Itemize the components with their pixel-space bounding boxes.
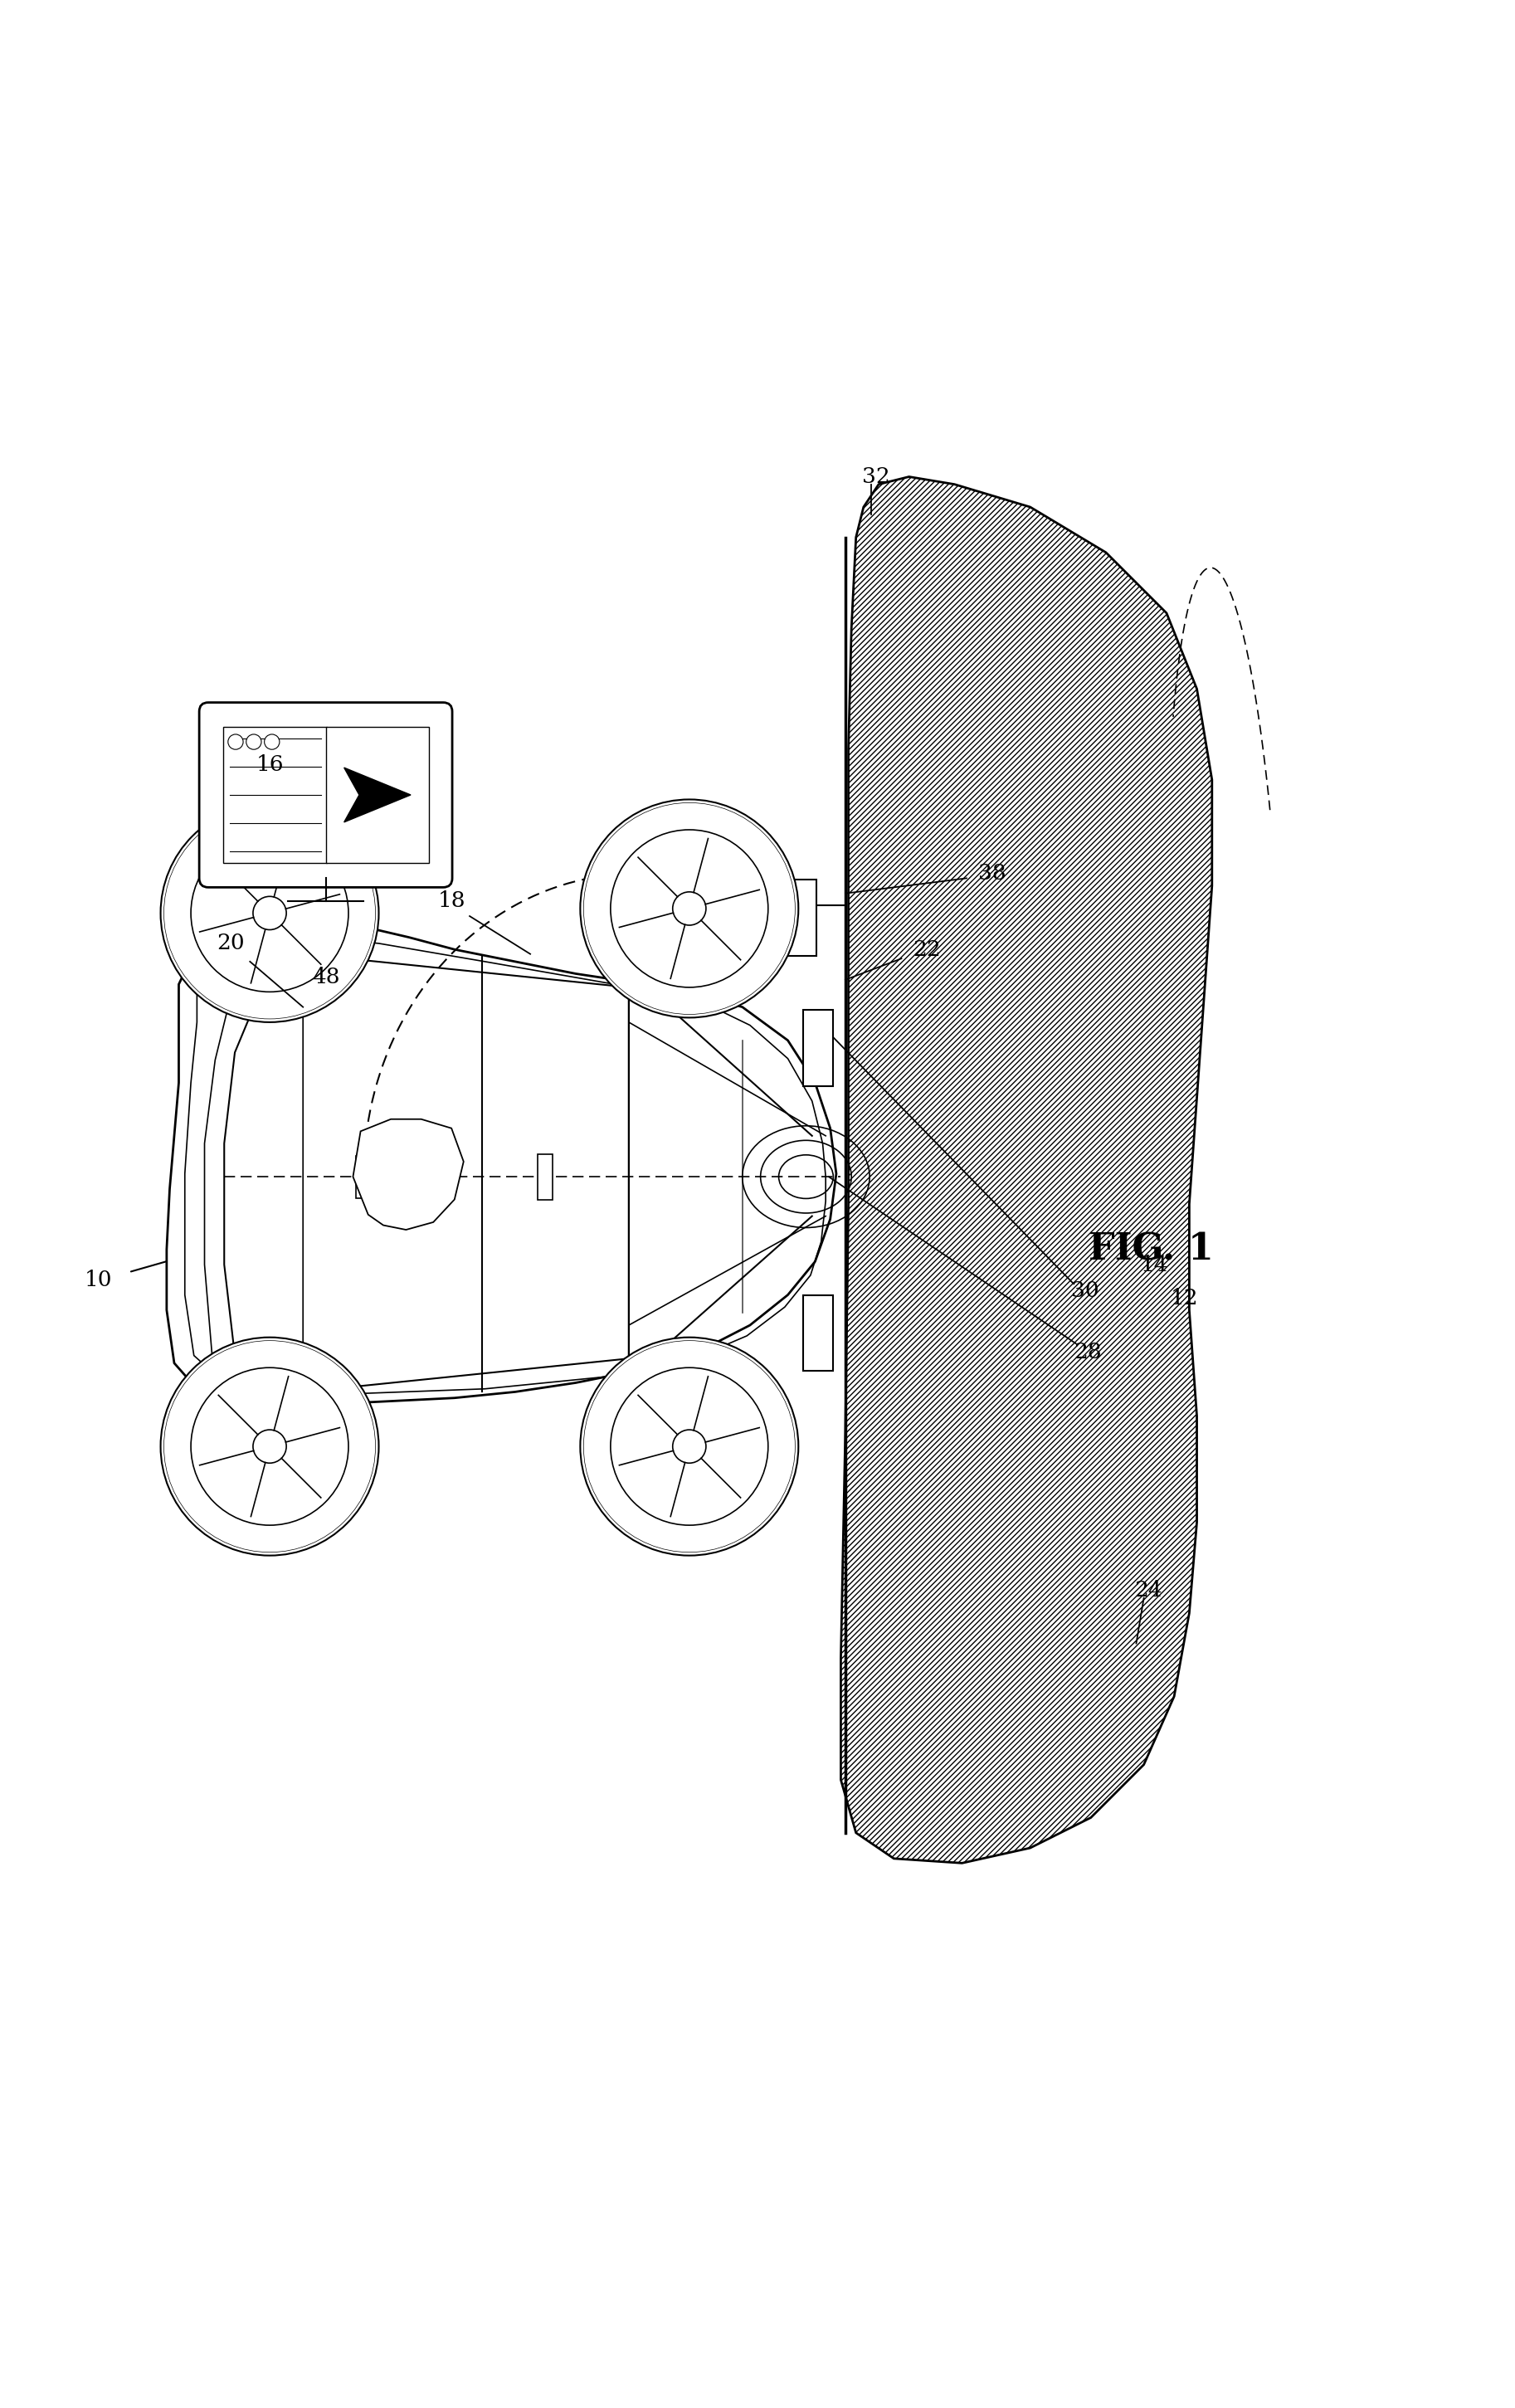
Circle shape (245, 734, 262, 749)
Circle shape (580, 1336, 798, 1556)
Circle shape (191, 1368, 348, 1524)
Text: 28: 28 (1074, 1341, 1101, 1363)
Text: FIG. 1: FIG. 1 (1089, 1230, 1214, 1267)
Circle shape (611, 831, 768, 987)
Polygon shape (841, 477, 1212, 1864)
Circle shape (253, 1430, 286, 1464)
FancyBboxPatch shape (326, 727, 429, 862)
Polygon shape (224, 954, 629, 1392)
Circle shape (373, 1144, 439, 1211)
Circle shape (264, 734, 279, 749)
Text: 38: 38 (979, 864, 1006, 884)
Text: 14: 14 (1141, 1255, 1168, 1274)
FancyBboxPatch shape (803, 1296, 833, 1370)
Circle shape (161, 1336, 379, 1556)
Polygon shape (344, 768, 411, 821)
Circle shape (580, 799, 798, 1019)
Circle shape (191, 833, 348, 992)
Circle shape (229, 734, 242, 749)
Circle shape (611, 1368, 768, 1524)
Text: 22: 22 (914, 939, 941, 961)
Circle shape (673, 1430, 706, 1464)
FancyBboxPatch shape (803, 1009, 833, 1086)
Polygon shape (167, 915, 836, 1404)
FancyBboxPatch shape (538, 1153, 553, 1199)
Circle shape (161, 804, 379, 1021)
FancyBboxPatch shape (764, 879, 817, 956)
Text: 48: 48 (312, 966, 339, 987)
Text: 32: 32 (862, 467, 889, 486)
FancyBboxPatch shape (356, 1156, 371, 1197)
Text: 20: 20 (217, 932, 244, 954)
Circle shape (673, 891, 706, 925)
Text: 12: 12 (1171, 1288, 1198, 1308)
Text: 24: 24 (1135, 1580, 1162, 1601)
Circle shape (253, 896, 286, 929)
Polygon shape (689, 968, 742, 999)
Polygon shape (353, 1120, 464, 1230)
FancyBboxPatch shape (224, 727, 327, 862)
Text: 16: 16 (256, 754, 283, 775)
Text: 30: 30 (1071, 1281, 1098, 1300)
Text: 18: 18 (438, 891, 465, 910)
Text: 10: 10 (85, 1269, 112, 1291)
FancyBboxPatch shape (200, 703, 451, 886)
